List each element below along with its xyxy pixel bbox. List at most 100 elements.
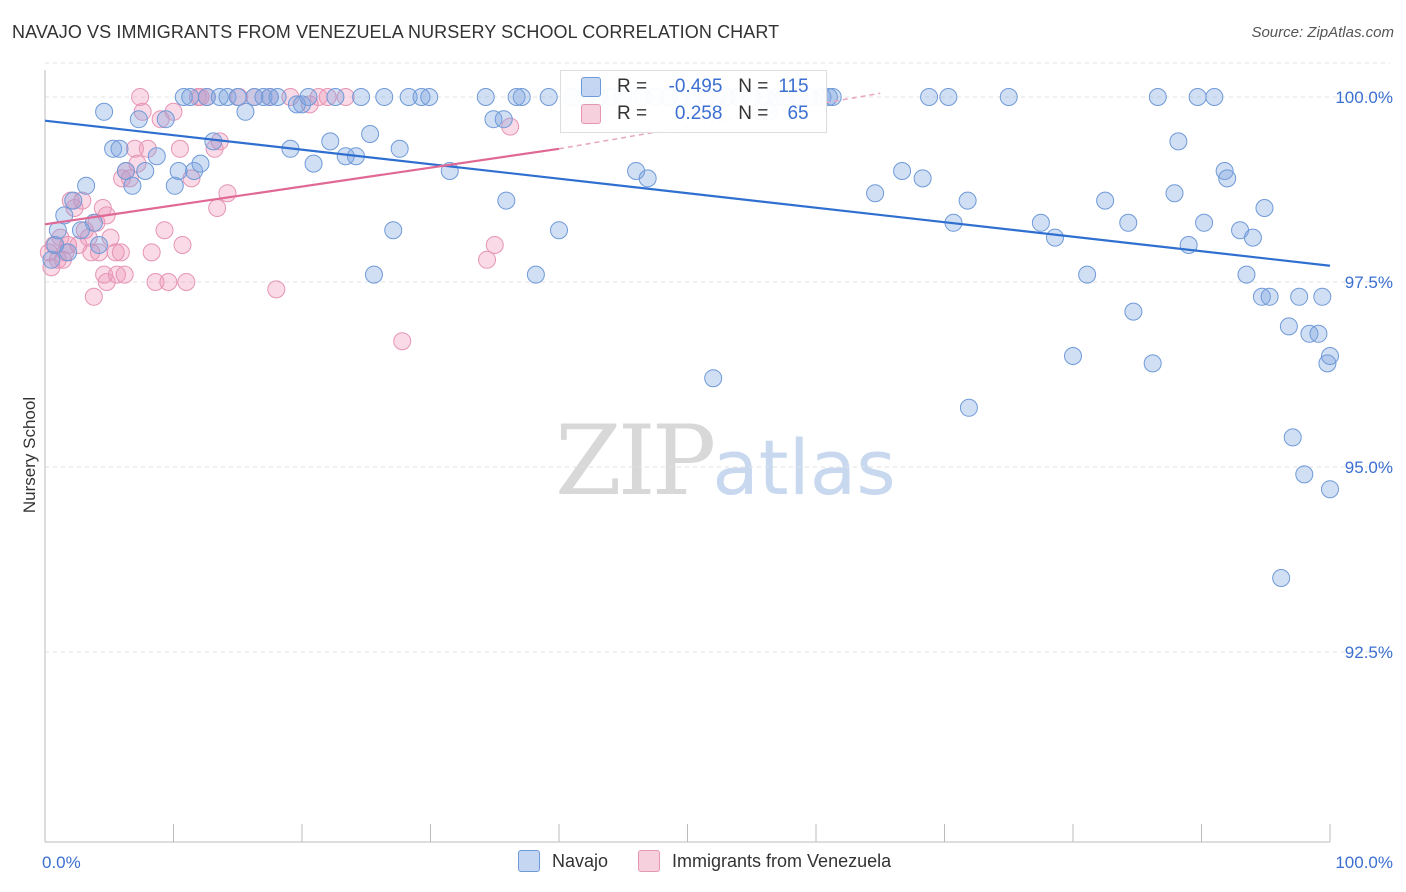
navajo-point — [1119, 213, 1138, 232]
navajo-point — [1309, 324, 1328, 343]
venezuela-point — [170, 139, 189, 158]
navajo-point — [920, 88, 939, 106]
y-tick-label: 92.5% — [1345, 643, 1393, 662]
navajo-point — [507, 88, 526, 106]
navajo-point — [390, 139, 409, 158]
venezuela-point — [82, 243, 101, 262]
venezuela-point — [155, 221, 174, 240]
watermark: ZIPatlas — [555, 405, 896, 517]
navajo-n-value: 115 — [778, 76, 809, 97]
venezuela-point — [478, 250, 497, 269]
navajo-point — [147, 147, 166, 166]
navajo-point — [254, 88, 273, 106]
venezuela-point — [485, 236, 504, 254]
legend-navajo-swatch — [518, 850, 540, 872]
venezuela-point — [173, 236, 192, 254]
navajo-point — [526, 265, 545, 284]
ven-n-label: N = — [738, 103, 769, 124]
venezuela-point — [177, 273, 196, 291]
navajo-point — [375, 88, 394, 106]
navajo-point — [512, 88, 531, 106]
navajo-point — [1252, 287, 1271, 306]
navajo-point — [95, 102, 114, 121]
navajo-point — [497, 191, 516, 210]
chart-title: NAVAJO VS IMMIGRANTS FROM VENEZUELA NURS… — [12, 22, 780, 42]
navajo-point — [550, 221, 568, 240]
navajo-point — [236, 102, 255, 121]
navajo-point — [77, 176, 96, 195]
navajo-point — [1321, 480, 1339, 499]
navajo-point — [156, 110, 175, 129]
navajo-point — [364, 265, 383, 284]
y-tick-label: 100.0% — [1335, 88, 1393, 107]
navajo-swatch — [581, 77, 601, 97]
y-tick-label: 95.0% — [1345, 458, 1393, 477]
navajo-point — [191, 154, 210, 173]
venezuela-point — [501, 117, 520, 136]
ven-n-value: 65 — [787, 103, 809, 124]
stats-row-ven: R = 0.258 N = 65 — [581, 101, 809, 127]
navajo-point — [399, 88, 418, 106]
grid-lines — [45, 62, 1390, 653]
navajo-point — [304, 154, 323, 173]
navajo-point — [42, 250, 61, 269]
navajo-point — [1078, 265, 1097, 284]
venezuela-point — [111, 243, 130, 262]
venezuela-point — [65, 199, 84, 217]
venezuela-point — [300, 95, 319, 114]
navajo-point — [64, 191, 83, 210]
navajo-point — [1188, 88, 1207, 106]
navajo-point — [1205, 88, 1224, 106]
legend-ven-swatch — [638, 850, 661, 872]
venezuela-point — [131, 88, 150, 106]
navajo-point — [1272, 569, 1291, 587]
navajo-point — [999, 88, 1018, 106]
venezuela-point — [336, 88, 355, 106]
venezuela-point — [393, 332, 412, 351]
navajo-point — [1243, 228, 1262, 247]
venezuela-point — [281, 88, 300, 106]
navajo-point — [1295, 465, 1314, 484]
navajo-point — [1143, 354, 1162, 373]
navajo-point — [627, 162, 646, 180]
navajo-point — [136, 162, 155, 180]
navajo-point — [1169, 132, 1188, 151]
navajo-point — [494, 110, 513, 129]
navajo-point — [169, 162, 188, 180]
navajo-point — [1195, 213, 1214, 232]
navajo-point — [1165, 184, 1184, 203]
venezuela-point — [97, 273, 116, 291]
watermark-zip: ZIP — [555, 405, 716, 517]
venezuela-point — [138, 139, 157, 158]
axes — [44, 70, 1331, 843]
venezuela-point — [107, 265, 126, 284]
venezuela-point — [318, 88, 337, 106]
navajo-point — [959, 398, 978, 417]
navajo-point — [1255, 199, 1274, 217]
ven-swatch — [581, 104, 601, 124]
navajo-trend-line — [44, 119, 1331, 267]
navajo-point — [476, 88, 495, 106]
legend: Navajo Immigrants from Venezuela — [518, 850, 921, 872]
navajo-point — [260, 88, 279, 106]
ven-r-label: R = — [617, 103, 648, 124]
navajo-point — [1046, 228, 1065, 247]
navajo-point — [1279, 317, 1298, 336]
y-tick-label: 97.5% — [1345, 273, 1393, 292]
navajo-point — [958, 191, 977, 210]
navajo-point — [704, 369, 723, 388]
stats-box: R = -0.495 N = 115 R = 0.258 N = 65 — [560, 70, 827, 133]
navajo-point — [89, 236, 108, 254]
venezuela-trend-line — [44, 147, 560, 226]
venezuela-point — [208, 199, 227, 217]
navajo-point — [181, 88, 200, 106]
navajo-point — [110, 139, 129, 158]
venezuela-point — [128, 154, 147, 173]
navajo-points — [42, 88, 1339, 587]
venezuela-point — [42, 258, 61, 277]
navajo-point — [384, 221, 403, 240]
navajo-point — [1260, 287, 1279, 306]
navajo-point — [104, 139, 123, 158]
navajo-point — [1215, 162, 1234, 180]
